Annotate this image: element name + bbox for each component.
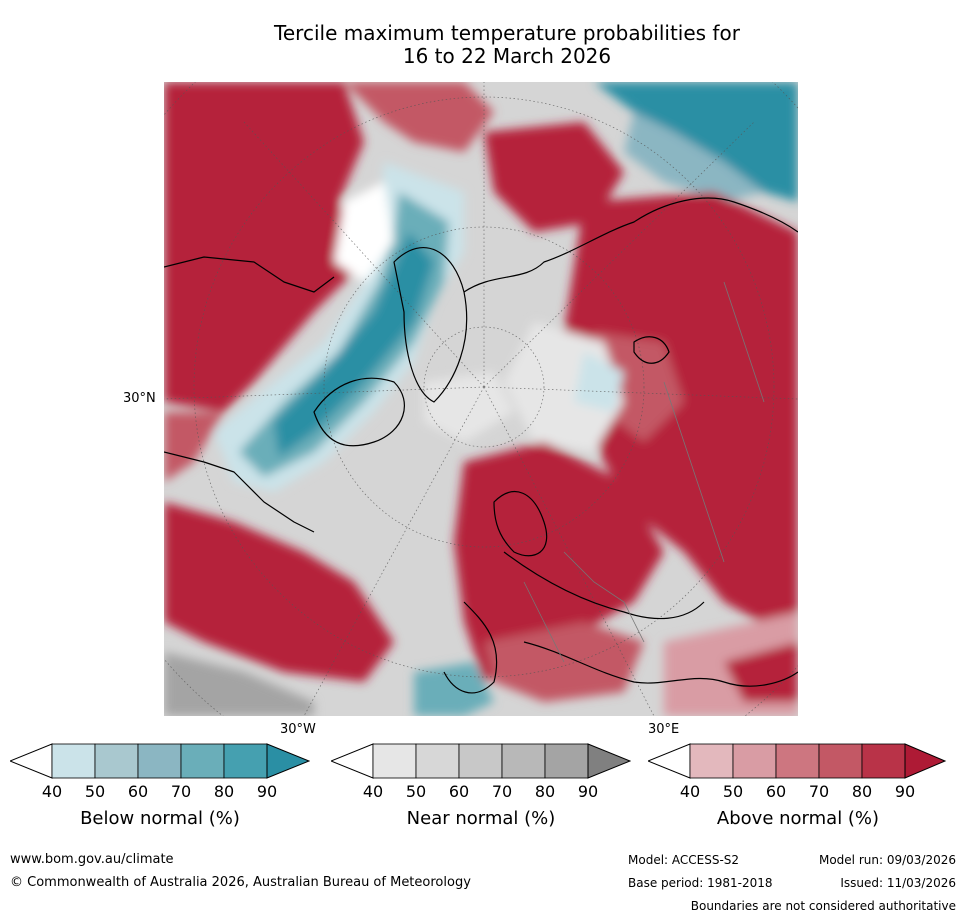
tick-label: 40	[679, 782, 701, 801]
disclaimer-text: Boundaries are not considered authoritat…	[690, 899, 956, 913]
tick-label: 60	[448, 782, 470, 801]
colorbar-below-normal	[10, 743, 310, 779]
tick-label: 90	[256, 782, 278, 801]
copyright-text: © Commonwealth of Australia 2026, Austra…	[10, 875, 471, 890]
tick-label: 40	[41, 782, 63, 801]
tick-label: 90	[894, 782, 916, 801]
tick-label: 40	[362, 782, 384, 801]
base-period-text: Base period: 1981-2018	[628, 876, 773, 890]
website-link[interactable]: www.bom.gov.au/climate	[10, 852, 174, 867]
tick-label: 80	[213, 782, 235, 801]
tick-label: 50	[722, 782, 744, 801]
forecast-map	[164, 82, 798, 716]
map-title: Tercile maximum temperature probabilitie…	[164, 22, 850, 68]
colorbar-above-low-extension	[648, 743, 691, 779]
colorbar-above-normal	[648, 743, 947, 779]
lat-label-30n: 30°N	[123, 391, 156, 406]
colorbar-below-low-extension	[10, 743, 53, 779]
issued-text: Issued: 11/03/2026	[840, 876, 956, 890]
title-line-1: Tercile maximum temperature probabilitie…	[274, 21, 740, 45]
tick-label: 70	[491, 782, 513, 801]
tick-label: 80	[851, 782, 873, 801]
tick-label: 60	[765, 782, 787, 801]
lon-label-30e: 30°E	[648, 722, 680, 737]
lon-label-30w: 30°W	[280, 722, 316, 737]
tick-label: 50	[405, 782, 427, 801]
colorbar-below-high-extension	[266, 743, 310, 779]
tick-label: 60	[127, 782, 149, 801]
tick-label: 70	[808, 782, 830, 801]
colorbar-above-title: Above normal (%)	[716, 808, 880, 829]
colorbar-above-high-extension	[904, 743, 947, 779]
tick-label: 70	[170, 782, 192, 801]
model-run-text: Model run: 09/03/2026	[818, 853, 956, 867]
colorbar-near-title: Near normal (%)	[406, 808, 556, 829]
colorbar-below-title: Below normal (%)	[80, 808, 240, 829]
tick-label: 90	[577, 782, 599, 801]
title-line-2: 16 to 22 March 2026	[402, 44, 612, 68]
colorbar-near-low-extension	[331, 743, 374, 779]
tick-label: 50	[84, 782, 106, 801]
model-text: Model: ACCESS-S2	[628, 853, 740, 867]
colorbar-near-normal	[331, 743, 631, 779]
colorbar-near-high-extension	[587, 743, 631, 779]
tick-label: 80	[534, 782, 556, 801]
probability-map-image	[164, 82, 798, 716]
